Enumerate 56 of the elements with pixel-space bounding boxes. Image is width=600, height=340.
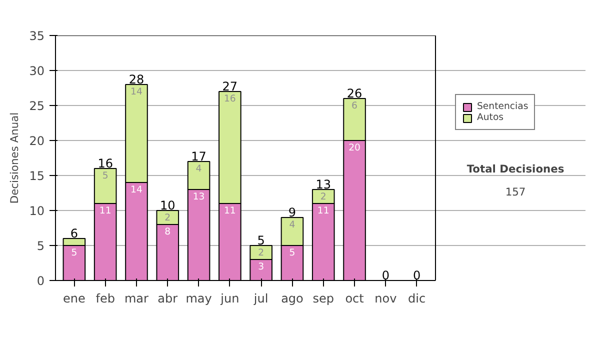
total-label: 13 xyxy=(316,178,332,192)
total-label: 9 xyxy=(288,206,296,220)
y-tick-label: 5 xyxy=(36,239,45,253)
text: 157 xyxy=(505,186,526,198)
total-label: 0 xyxy=(412,268,421,282)
y-tick-label: 20 xyxy=(29,134,45,148)
data-label: 16 xyxy=(224,94,236,104)
y-tick-label: 25 xyxy=(29,99,45,113)
data-label: 14 xyxy=(130,86,142,98)
data-label: 13 xyxy=(192,192,205,202)
data-label: 8 xyxy=(164,226,171,238)
x-tick-label: may xyxy=(186,292,212,306)
data-label: 2 xyxy=(320,192,326,202)
y-tick-label: 10 xyxy=(29,204,45,218)
x-tick-label: ene xyxy=(63,292,86,306)
data-label: 11 xyxy=(99,206,112,216)
x-tick-label: ago xyxy=(281,292,304,306)
total-label: 16 xyxy=(98,156,113,170)
data-label: 20 xyxy=(348,142,361,154)
data-label: 11 xyxy=(317,206,330,216)
data-label: 2 xyxy=(164,212,171,224)
total-label: 5 xyxy=(257,234,265,248)
y-axis-title: Decisiones Anual xyxy=(8,112,22,204)
x-tick-label: feb xyxy=(96,292,115,306)
data-label: 2 xyxy=(258,248,264,258)
x-tick-label: jun xyxy=(220,292,240,306)
y-tick-label: 30 xyxy=(29,64,45,78)
x-tick-label: jul xyxy=(252,292,268,306)
legend-label: Sentencias xyxy=(477,101,528,112)
data-label: 4 xyxy=(289,220,296,230)
x-tick-label: nov xyxy=(374,292,397,306)
data-label: 11 xyxy=(224,206,236,216)
y-tick-label: 0 xyxy=(36,274,45,288)
data-label: 14 xyxy=(130,184,142,196)
data-label: 5 xyxy=(71,248,78,258)
x-tick-label: sep xyxy=(312,292,334,306)
x-tick-label: dic xyxy=(408,292,426,306)
data-label: 6 xyxy=(352,100,358,112)
data-label: 3 xyxy=(258,262,264,272)
total-label: 17 xyxy=(191,150,206,164)
total-label: 0 xyxy=(382,268,390,282)
total-label: 10 xyxy=(160,198,176,212)
x-tick-label: oct xyxy=(345,292,364,306)
total-label: 28 xyxy=(128,72,144,86)
legend-label: Autos xyxy=(477,112,504,123)
y-tick-label: 35 xyxy=(29,29,45,43)
total-label: 6 xyxy=(70,226,78,240)
data-label: 5 xyxy=(289,248,296,258)
x-tick-label: mar xyxy=(124,292,149,306)
x-tick-label: abr xyxy=(158,292,178,306)
data-label: 4 xyxy=(196,164,202,174)
text: Total Decisiones xyxy=(466,162,564,176)
data-label: 5 xyxy=(102,170,108,182)
total-label: 27 xyxy=(222,80,238,94)
y-tick-label: 15 xyxy=(29,169,45,183)
total-label: 26 xyxy=(346,86,362,100)
